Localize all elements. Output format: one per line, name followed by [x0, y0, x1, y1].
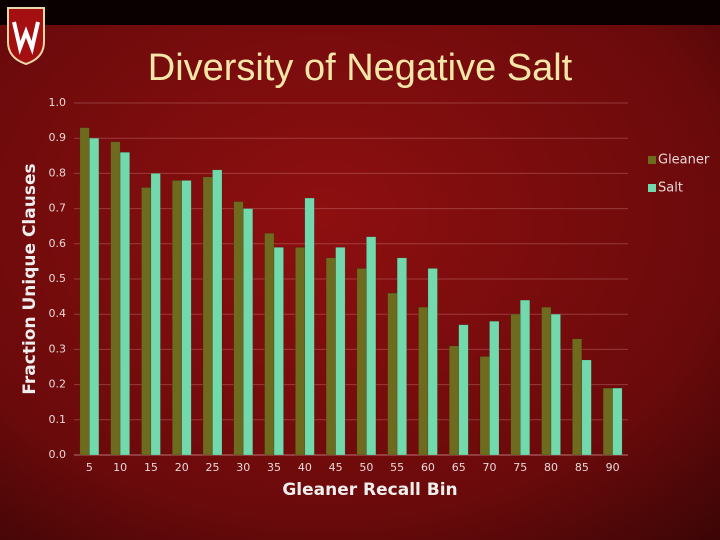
bar	[304, 197, 315, 456]
bar	[572, 338, 583, 456]
x-tick-label: 25	[206, 461, 220, 474]
top-bar	[0, 0, 720, 25]
bar	[612, 387, 623, 456]
legend-swatch	[648, 184, 656, 192]
y-tick-label: 0.3	[49, 342, 67, 355]
y-tick-label: 0.8	[49, 166, 67, 179]
bar	[581, 359, 592, 456]
bar	[335, 247, 346, 456]
bar	[233, 201, 244, 456]
bar	[520, 299, 531, 456]
y-tick-label: 0.6	[49, 237, 67, 250]
y-tick-label: 0.9	[49, 131, 67, 144]
x-tick-label: 65	[452, 461, 466, 474]
bar	[141, 187, 152, 456]
x-tick-label: 5	[86, 461, 93, 474]
y-tick-label: 0.5	[49, 272, 67, 285]
bar	[202, 176, 213, 456]
x-tick-label: 40	[298, 461, 312, 474]
bar	[356, 268, 367, 456]
x-tick-label: 85	[575, 461, 589, 474]
x-tick-label: 45	[329, 461, 343, 474]
y-tick-label: 0.1	[49, 413, 67, 426]
x-tick-label: 75	[513, 461, 527, 474]
bar	[295, 247, 306, 456]
bar	[396, 257, 407, 456]
legend-label: Salt	[658, 181, 683, 196]
x-tick-label: 15	[144, 461, 158, 474]
x-tick-label: 55	[390, 461, 404, 474]
y-tick-label: 0.0	[49, 448, 67, 461]
bar	[550, 313, 561, 456]
bar	[171, 180, 182, 456]
x-tick-label: 20	[175, 461, 189, 474]
bar	[602, 387, 613, 456]
y-tick-label: 1.0	[49, 96, 67, 109]
bar	[273, 247, 284, 456]
legend-swatch	[648, 156, 656, 164]
bar	[418, 306, 429, 456]
bar	[243, 208, 254, 456]
y-tick-label: 0.2	[49, 378, 67, 391]
bar	[181, 180, 192, 456]
legend-label: Gleaner	[658, 153, 710, 168]
bar	[212, 169, 223, 456]
y-tick-label: 0.7	[49, 202, 67, 215]
bar	[110, 141, 121, 456]
bar	[387, 292, 398, 456]
bar	[489, 320, 500, 456]
bar	[79, 127, 90, 456]
bar	[479, 356, 490, 456]
y-tick-label: 0.4	[49, 307, 67, 320]
y-axis-label: Fraction Unique Clauses	[20, 163, 40, 394]
bar	[510, 313, 521, 456]
x-tick-label: 50	[359, 461, 373, 474]
x-axis-label: Gleaner Recall Bin	[282, 480, 457, 500]
x-tick-label: 35	[267, 461, 281, 474]
logo	[7, 7, 45, 66]
chart-title: Diversity of Negative Salt	[148, 47, 573, 89]
x-tick-label: 70	[483, 461, 497, 474]
bar	[541, 306, 552, 456]
bar	[366, 236, 377, 456]
bar	[427, 268, 438, 456]
x-tick-label: 10	[113, 461, 127, 474]
bar	[119, 152, 130, 456]
bar	[150, 173, 161, 456]
bar	[89, 137, 100, 456]
bar	[325, 257, 336, 456]
x-tick-label: 80	[544, 461, 558, 474]
bar	[448, 345, 459, 456]
x-tick-label: 60	[421, 461, 435, 474]
x-tick-label: 90	[606, 461, 620, 474]
bar	[458, 324, 469, 456]
x-tick-label: 30	[236, 461, 250, 474]
bar	[264, 232, 275, 456]
